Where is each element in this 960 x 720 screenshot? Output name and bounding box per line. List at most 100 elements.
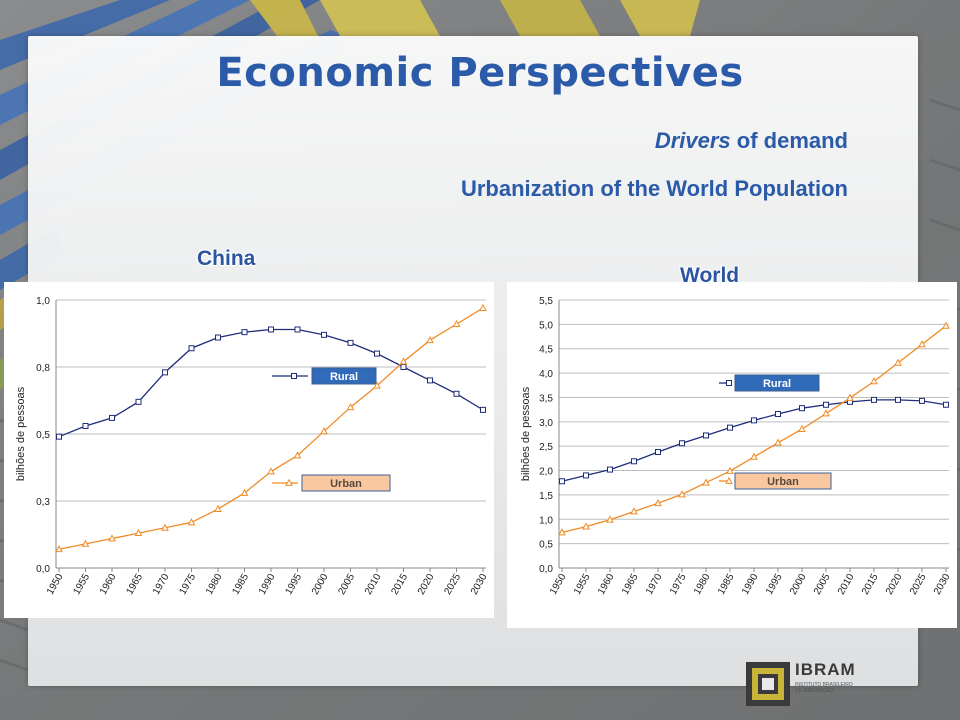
- data-point-rural: [400, 364, 407, 370]
- y-tick-label: 0,0: [36, 564, 50, 575]
- data-point-urban: [293, 451, 302, 459]
- data-point-urban: [558, 528, 566, 536]
- x-tick-label: 2000: [310, 572, 331, 597]
- x-tick-label: 2020: [884, 572, 905, 597]
- x-tick-label: 1990: [740, 572, 761, 597]
- legend-marker-rural: [726, 380, 732, 386]
- data-point-urban: [894, 358, 902, 366]
- data-point-urban: [870, 377, 878, 385]
- data-point-rural: [727, 424, 733, 431]
- data-point-urban: [320, 427, 328, 435]
- slide-subtitle-2: Urbanization of the World Population: [460, 176, 848, 201]
- slide-subtitle: Drivers of demand: [655, 128, 848, 154]
- data-point-urban: [726, 466, 734, 474]
- china-chart: 0,0 0,3 0,5 0,8 1,0 bilhões de pessoas 1950 195…: [4, 282, 494, 618]
- x-tick-label: 1965: [620, 572, 641, 597]
- x-tick-label: 1960: [98, 572, 119, 597]
- x-tick-label: 1980: [692, 572, 713, 597]
- data-point-urban: [187, 518, 196, 526]
- legend-label-urban: Urban: [767, 476, 799, 488]
- legend-box-rural: [311, 367, 377, 385]
- china-chart-svg: 0,0 0,3 0,5 0,8 1,0 bilhões de pessoas 1950 195…: [15, 296, 490, 597]
- x-tick-label: 2005: [812, 572, 833, 597]
- data-point-urban: [346, 402, 355, 411]
- y-tick-label: 5,0: [539, 320, 553, 331]
- legend-label-rural: Rural: [763, 378, 791, 390]
- data-point-urban: [750, 452, 758, 460]
- y-tick-label: 5,5: [539, 296, 553, 307]
- data-point-urban: [822, 409, 830, 417]
- data-point-urban: [267, 467, 275, 475]
- legend-marker-urban: [725, 476, 733, 484]
- data-point-rural: [188, 345, 195, 352]
- data-point-rural: [480, 406, 486, 413]
- x-tick-label: 1955: [71, 572, 92, 597]
- x-tick-label: 1970: [644, 572, 665, 597]
- series-line-urban: [561, 325, 947, 534]
- y-axis-label: bilhões de pessoas: [15, 386, 27, 481]
- data-point-rural: [294, 326, 301, 333]
- x-tick-label: 2025: [442, 572, 463, 597]
- x-tick-label: 2030: [932, 572, 953, 597]
- x-tick-label: 2015: [389, 572, 410, 597]
- data-point-rural: [607, 466, 613, 473]
- data-point-rural: [56, 433, 62, 440]
- world-chart: 0,0 0,5 1,0 1,5 2,0 2,5 3,0 3,5 4,0 4,5 5,0 5,5 bilh…: [507, 282, 957, 628]
- x-tick-label: 2020: [416, 572, 437, 597]
- data-point-urban: [426, 335, 434, 344]
- data-point-urban: [678, 490, 686, 498]
- data-point-rural: [679, 440, 685, 447]
- data-point-urban: [942, 321, 950, 329]
- x-tick-label: 2010: [836, 572, 857, 597]
- y-tick-label: 0,8: [36, 363, 50, 374]
- x-tick-label: 1985: [230, 572, 251, 597]
- x-tick-label: 1985: [716, 572, 737, 597]
- world-chart-svg: 0,0 0,5 1,0 1,5 2,0 2,5 3,0 3,5 4,0 4,5 5,0 5,5 bilh…: [520, 296, 953, 597]
- x-tick-label: 1995: [764, 572, 785, 597]
- legend-label-urban: Urban: [330, 478, 362, 490]
- series-line-urban: [58, 307, 484, 550]
- legend-box-urban: [301, 474, 391, 492]
- x-tick-label: 2005: [336, 572, 357, 597]
- data-point-urban: [161, 523, 169, 531]
- series-line-rural: [561, 399, 947, 482]
- y-tick-label: 1,5: [539, 491, 553, 502]
- data-point-rural: [751, 417, 757, 424]
- data-point-urban: [399, 357, 408, 365]
- x-tick-label: 2030: [469, 572, 490, 597]
- data-point-urban: [55, 544, 63, 553]
- x-tick-label: 1975: [177, 572, 198, 597]
- y-axis-label: bilhões de pessoas: [520, 386, 532, 481]
- data-point-urban: [654, 498, 662, 507]
- data-point-urban: [846, 393, 854, 401]
- data-point-urban: [452, 319, 461, 328]
- x-tick-label: 1950: [548, 572, 569, 597]
- x-tick-label: 1975: [668, 572, 689, 597]
- data-point-rural: [453, 390, 460, 397]
- data-point-rural: [799, 405, 805, 412]
- x-tick-label: 2025: [908, 572, 929, 597]
- x-tick-label: 1995: [283, 572, 304, 597]
- data-point-urban: [134, 528, 143, 537]
- y-tick-label: 2,0: [539, 467, 553, 478]
- logo-subtext: INSTITUTO BRASILEIRO DE MINERAÇÃO: [795, 682, 853, 694]
- data-point-urban: [774, 438, 782, 446]
- data-point-rural: [321, 331, 327, 338]
- data-point-rural: [871, 396, 877, 403]
- x-tick-label: 2010: [363, 572, 384, 597]
- data-point-rural: [655, 449, 661, 456]
- data-point-rural: [215, 334, 221, 341]
- data-point-rural: [268, 326, 274, 333]
- legend-label-rural: Rural: [330, 371, 358, 383]
- data-point-rural: [583, 472, 589, 479]
- data-point-rural: [109, 414, 115, 421]
- data-point-rural: [135, 398, 142, 405]
- data-point-urban: [630, 507, 638, 515]
- legend-box-urban: [734, 472, 832, 490]
- x-tick-label: 1970: [151, 572, 172, 597]
- legend-marker-rural: [291, 373, 297, 379]
- y-tick-label: 1,0: [36, 296, 50, 307]
- y-tick-label: 4,5: [539, 345, 553, 356]
- data-point-rural: [559, 478, 565, 485]
- data-point-urban: [582, 522, 590, 530]
